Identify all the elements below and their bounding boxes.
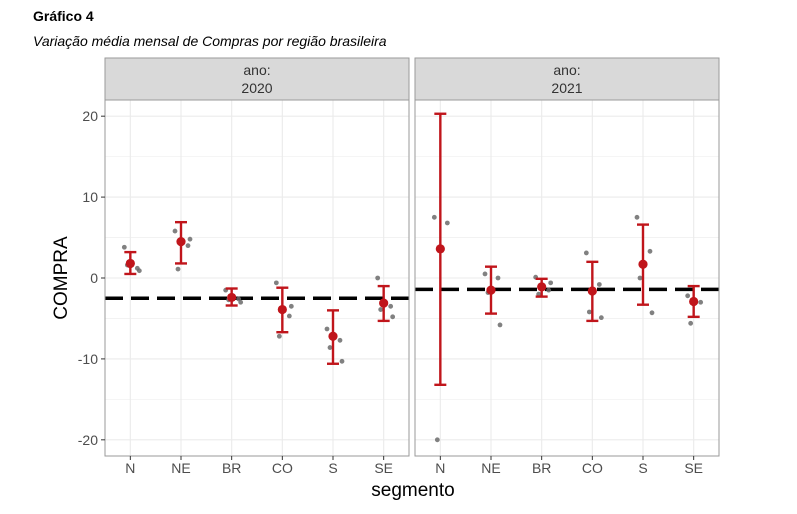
data-point-S <box>637 275 643 281</box>
x-tick-label-CO: CO <box>582 460 603 476</box>
panel-border <box>414 99 720 457</box>
data-point-CO <box>596 282 602 287</box>
x-tick-label-N: N <box>435 460 445 476</box>
y-tick-label: -20 <box>78 432 98 448</box>
data-point-CO <box>276 333 282 339</box>
x-tick-label-CO: CO <box>272 460 293 476</box>
data-point-N <box>136 268 142 274</box>
x-tick-label-SE: SE <box>374 460 393 476</box>
y-tick-label: 10 <box>82 189 98 205</box>
mean-point-BR <box>537 282 547 292</box>
data-point-N <box>121 244 127 250</box>
data-point-SE <box>685 293 691 299</box>
data-point-NE <box>185 243 191 249</box>
x-tick-label-SE: SE <box>684 460 703 476</box>
mean-point-N <box>125 258 135 269</box>
data-point-BR <box>238 299 244 305</box>
x-tick-label-NE: NE <box>171 460 190 476</box>
mean-point-S <box>638 259 648 269</box>
y-tick-label: 0 <box>90 270 98 286</box>
x-tick-label-BR: BR <box>532 460 551 476</box>
y-tick-label: 20 <box>82 108 98 124</box>
data-point-CO <box>288 303 294 309</box>
data-point-SE <box>688 320 694 326</box>
mean-point-CO <box>277 304 287 315</box>
data-point-NE <box>172 228 178 234</box>
data-point-NE <box>495 275 501 281</box>
y-axis-label: COMPRA <box>51 236 72 320</box>
y-tick-label: -10 <box>78 351 98 367</box>
data-point-NE <box>187 236 193 242</box>
x-tick-label-NE: NE <box>481 460 500 476</box>
mean-point-SE <box>379 298 389 308</box>
facet-strip <box>104 57 410 101</box>
data-point-CO <box>583 250 589 256</box>
panel-2020: ano: 2020 N NE BR CO S SE -20 -10 0 10 20 <box>78 57 410 476</box>
data-point-SE <box>375 275 381 281</box>
data-point-BR <box>548 280 554 286</box>
mean-point-N <box>435 244 445 254</box>
x-tick-label-N: N <box>125 460 135 476</box>
mean-point-S <box>328 331 338 341</box>
data-point-NE <box>497 322 503 328</box>
data-point-N <box>444 220 450 226</box>
mean-point-NE <box>176 236 186 247</box>
data-point-NE <box>175 266 181 272</box>
data-point-BR <box>536 291 542 297</box>
data-point-N <box>434 437 440 443</box>
facet-strip-label: ano: <box>243 62 270 78</box>
data-point-BR <box>546 287 552 293</box>
mean-point-CO <box>587 286 597 296</box>
data-point-SE <box>388 303 394 309</box>
facet-strip-label: ano: <box>553 62 580 78</box>
panels: ano: 2020 N NE BR CO S SE -20 -10 0 10 20 ano: 2021 N NE… <box>78 57 720 476</box>
data-point-S <box>649 310 655 316</box>
x-tick-label-S: S <box>638 460 647 476</box>
data-point-CO <box>286 313 292 319</box>
panel-2021: ano: 2021 N NE BR CO S SE <box>414 57 720 476</box>
data-point-S <box>647 248 653 254</box>
data-point-SE <box>378 307 384 312</box>
facet-strip-year: 2021 <box>551 80 582 96</box>
data-point-S <box>327 345 333 350</box>
mean-point-SE <box>689 296 699 307</box>
facet-strip <box>414 57 720 101</box>
x-tick-label-BR: BR <box>222 460 241 476</box>
data-point-S <box>339 358 345 364</box>
data-point-NE <box>482 271 488 277</box>
data-point-CO <box>273 280 279 286</box>
data-point-S <box>634 214 640 220</box>
data-point-S <box>337 337 343 343</box>
data-point-N <box>431 214 437 220</box>
figure-title: Gráfico 4 <box>33 8 94 24</box>
mean-point-BR <box>227 292 237 303</box>
data-point-CO <box>586 309 592 315</box>
figure-subtitle: Variação média mensal de Compras por reg… <box>33 33 387 49</box>
facet-strip-year: 2020 <box>241 80 272 96</box>
data-point-SE <box>390 314 396 320</box>
data-point-CO <box>598 315 604 321</box>
mean-point-NE <box>486 285 496 295</box>
x-axis-label: segmento <box>371 480 454 501</box>
data-point-SE <box>698 299 704 305</box>
x-tick-label-S: S <box>328 460 337 476</box>
data-point-S <box>324 326 330 332</box>
